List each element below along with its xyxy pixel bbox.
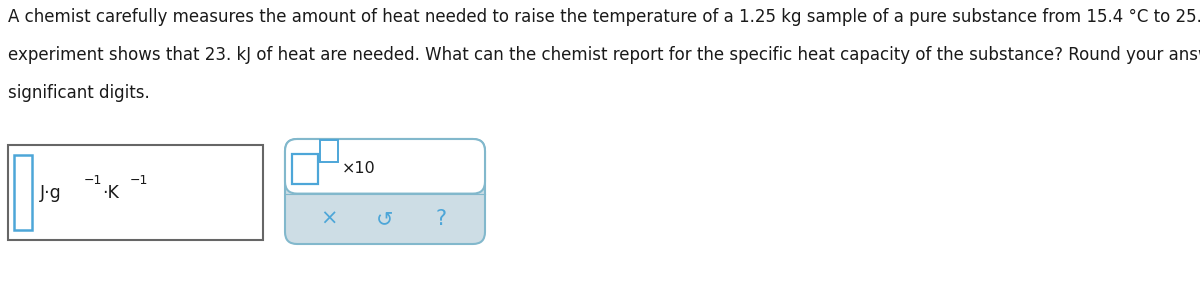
Text: ↺: ↺ bbox=[377, 209, 394, 229]
FancyBboxPatch shape bbox=[286, 139, 485, 194]
Text: −1: −1 bbox=[84, 174, 102, 187]
Bar bbox=[8, 145, 263, 240]
Text: −1: −1 bbox=[130, 174, 149, 187]
Text: ×10: ×10 bbox=[342, 161, 376, 176]
Bar bbox=[292, 154, 318, 184]
Text: ?: ? bbox=[436, 209, 446, 229]
Text: J·g: J·g bbox=[40, 184, 61, 202]
Bar bbox=[14, 155, 32, 230]
Text: ×: × bbox=[320, 209, 337, 229]
Text: experiment shows that 23. kJ of heat are needed. What can the chemist report for: experiment shows that 23. kJ of heat are… bbox=[8, 46, 1200, 64]
FancyBboxPatch shape bbox=[286, 139, 485, 244]
Text: A chemist carefully measures the amount of heat needed to raise the temperature : A chemist carefully measures the amount … bbox=[8, 8, 1200, 26]
Text: ·K: ·K bbox=[102, 184, 119, 202]
Bar bbox=[320, 140, 338, 162]
Text: significant digits.: significant digits. bbox=[8, 84, 150, 102]
